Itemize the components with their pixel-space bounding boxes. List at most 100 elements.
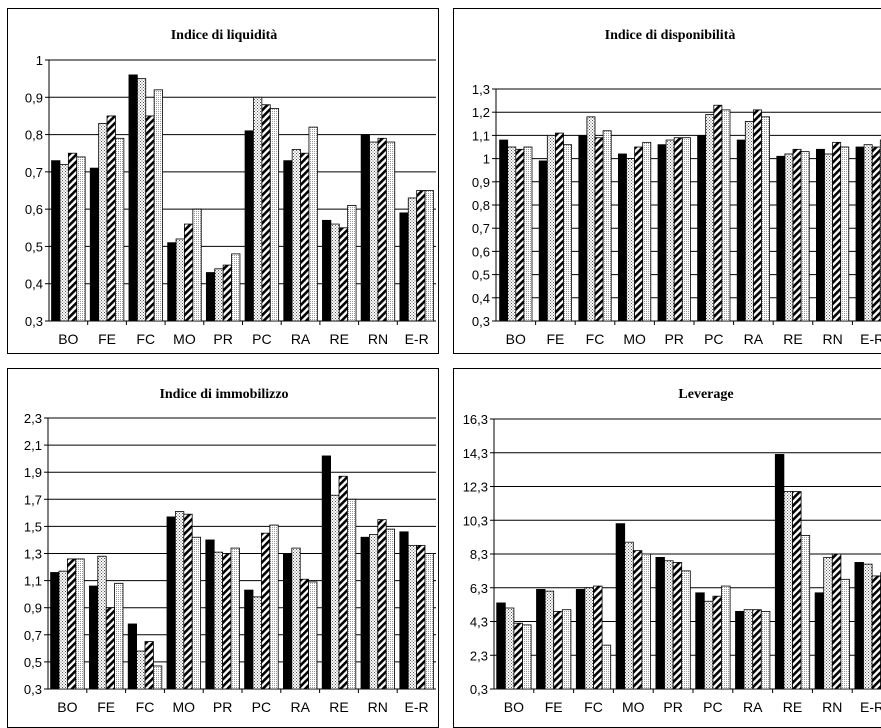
y-tick-label: 0,3 — [472, 314, 490, 329]
bar-dotted-pr — [665, 561, 674, 689]
bar-solid-bo — [52, 161, 60, 321]
bar-solid-rn — [361, 135, 369, 321]
y-tick-label: 4,3 — [470, 615, 488, 630]
x-category-label: E-R — [860, 331, 881, 347]
y-tick-label: 1,9 — [24, 465, 42, 480]
bar-light-re — [348, 205, 356, 321]
y-tick-label: 1,1 — [24, 574, 42, 589]
chart-immobilizzo: Indice di immobilizzo 0,30,50,70,91,11,3… — [8, 369, 439, 728]
x-category-label: MO — [622, 699, 645, 715]
y-tick-label: 1,5 — [24, 519, 42, 534]
y-tick-label: 0,9 — [25, 90, 43, 105]
bar-dotted-re — [331, 224, 339, 321]
y-tick-label: 0,7 — [25, 165, 43, 180]
y-tick-label: 0,9 — [472, 175, 490, 190]
bar-light-fe — [115, 583, 123, 689]
bar-diagonal-rn — [833, 142, 841, 321]
bar-diagonal-rn — [378, 520, 386, 689]
bar-solid-e-r — [400, 213, 408, 321]
bar-solid-bo — [497, 603, 506, 689]
bar-dotted-fe — [99, 123, 107, 321]
bar-diagonal-rn — [378, 138, 386, 321]
bar-solid-pc — [698, 135, 706, 321]
chart-title: Leverage — [678, 387, 733, 402]
bar-light-fc — [153, 666, 161, 689]
x-category-label: MO — [173, 699, 196, 715]
bar-dotted-ra — [292, 149, 300, 321]
bar-diagonal-re — [793, 149, 801, 321]
bar-dotted-fc — [137, 651, 145, 689]
bar-light-bo — [76, 559, 84, 689]
x-category-label: FE — [546, 331, 564, 347]
bar-diagonal-re — [339, 228, 347, 321]
bar-solid-pc — [245, 131, 253, 321]
bar-diagonal-pc — [261, 533, 269, 689]
bar-light-mo — [193, 209, 201, 321]
bar-dotted-rn — [825, 154, 833, 321]
bar-light-bo — [77, 157, 85, 321]
x-category-label: RN — [822, 331, 842, 347]
x-category-label: PC — [704, 331, 723, 347]
bar-diagonal-ra — [300, 579, 308, 689]
x-category-label: RA — [744, 331, 764, 347]
y-tick-label: 6,3 — [470, 581, 488, 596]
bar-dotted-e-r — [864, 564, 873, 689]
bar-dotted-ra — [744, 610, 753, 689]
bar-solid-rn — [815, 593, 824, 689]
y-tick-label: 0,3 — [25, 314, 43, 329]
bar-solid-fe — [537, 589, 546, 689]
bar-diagonal-e-r — [872, 147, 880, 321]
x-category-label: PR — [664, 331, 683, 347]
bar-dotted-mo — [175, 511, 183, 689]
y-tick-label: 12,3 — [463, 480, 488, 495]
chart-disponibilita: Indice di disponibilità 0,30,40,50,60,70… — [454, 9, 881, 354]
bar-dotted-pr — [666, 140, 674, 321]
bar-solid-ra — [737, 140, 745, 321]
bar-diagonal-pc — [262, 105, 270, 321]
bar-light-pr — [232, 254, 240, 321]
bar-dotted-fc — [587, 117, 595, 321]
bar-diagonal-fe — [107, 116, 115, 321]
chart-title: Indice di immobilizzo — [159, 387, 288, 402]
bar-solid-ra — [283, 554, 291, 690]
bar-solid-re — [322, 220, 330, 321]
y-tick-label: 2,3 — [24, 411, 42, 426]
bar-solid-fe — [89, 586, 97, 689]
bar-dotted-bo — [508, 147, 516, 321]
bar-solid-e-r — [856, 147, 864, 321]
bar-solid-re — [322, 456, 330, 689]
bar-solid-bo — [51, 572, 59, 689]
bar-light-pr — [682, 571, 691, 689]
y-tick-label: 14,3 — [463, 446, 488, 461]
y-tick-label: 0,9 — [24, 601, 42, 616]
bar-diagonal-e-r — [417, 191, 425, 322]
y-tick-label: 0,7 — [24, 628, 42, 643]
bar-light-re — [347, 499, 355, 689]
y-tick-label: 8,3 — [470, 547, 488, 562]
bar-diagonal-mo — [184, 224, 192, 321]
bar-diagonal-pr — [223, 265, 231, 321]
bar-diagonal-fc — [145, 642, 153, 689]
bar-solid-re — [775, 454, 784, 689]
bar-diagonal-re — [793, 492, 802, 689]
bar-dotted-rn — [370, 142, 378, 321]
x-category-label: RA — [743, 699, 763, 715]
bar-solid-fe — [90, 168, 98, 321]
bar-dotted-fc — [585, 588, 594, 689]
bar-dotted-e-r — [864, 145, 872, 321]
bar-diagonal-fc — [595, 138, 603, 321]
x-category-label: BO — [504, 699, 524, 715]
x-category-label: RE — [783, 699, 802, 715]
bar-light-fe — [115, 138, 123, 321]
bar-solid-pr — [656, 557, 665, 689]
bar-light-bo — [523, 625, 532, 689]
bar-dotted-re — [785, 154, 793, 321]
y-tick-label: 1,2 — [472, 105, 490, 120]
y-tick-label: 0,5 — [25, 239, 43, 254]
x-category-label: FE — [98, 331, 116, 347]
y-tick-label: 2,3 — [470, 648, 488, 663]
bar-diagonal-e-r — [417, 545, 425, 689]
